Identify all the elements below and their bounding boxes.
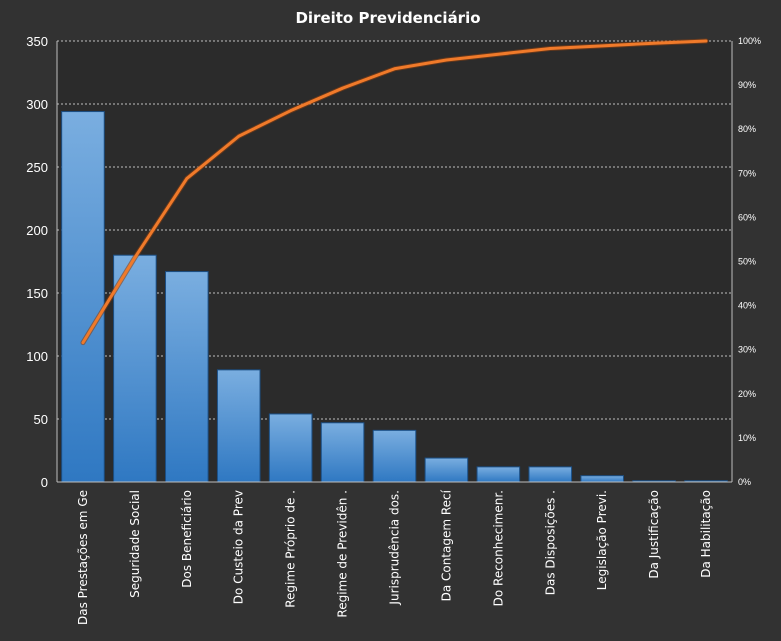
x-tick-label: Do Reconhecimenr. [491,490,505,606]
x-tick-label: Do Custeio da Prev [232,490,246,604]
x-tick-label: Seguridade Social [128,490,142,598]
x-tick-label: Da Justificação [647,490,661,579]
y2-tick-label: 80% [738,124,756,134]
y2-tick-label: 0% [738,477,751,487]
y2-tick-label: 70% [738,168,756,178]
y2-tick-label: 40% [738,301,756,311]
cumulative-percent-line [81,39,708,345]
bar [372,429,417,483]
y2-tick-label: 10% [738,433,756,443]
chart-title: Direito Previdenciário [295,9,480,27]
y-tick-label: 150 [26,286,48,301]
bar [216,369,261,483]
y2-tick-label: 30% [738,345,756,355]
x-tick-label: Jurisprudência dos. [388,490,402,606]
bars [61,111,728,483]
y2-tick-label: 90% [738,80,756,90]
y2-tick-label: 100% [738,36,761,46]
y-tick-label: 100 [26,349,48,364]
x-tick-label: Das Disposições . [543,490,557,595]
x-tick-label: Dos Beneficiário [180,490,194,588]
plot-area [57,41,732,482]
bar [476,466,521,483]
x-tick-label: Regime Próprio de . [284,490,298,608]
y2-tick-label: 60% [738,212,756,222]
x-tick-label: Das Prestações em Ge [76,490,90,625]
bar [61,111,105,483]
y-tick-label: 250 [26,160,48,175]
x-tick-label: Legislação Previ. [595,490,609,590]
y-tick-label: 200 [26,223,48,238]
x-tick-label: Regime de Previdên . [336,490,350,618]
bar [424,457,469,483]
y2-tick-label: 20% [738,389,756,399]
bar [165,271,209,483]
bar [113,254,157,483]
y-tick-label: 0 [41,475,48,490]
bar [528,466,573,483]
y-tick-label: 300 [26,97,48,112]
axes: 0 50 100 150 200 250 300 350 0% 10% 20% 30% 40% 50% 60… [26,34,761,625]
x-tick-label: Da Habilitação [699,490,713,578]
bar [268,413,313,483]
x-tick-label: Da Contagem Recí [439,489,453,601]
bar [320,422,365,483]
cumulative-line-layer [80,38,709,346]
y2-tick-label: 50% [738,257,756,267]
y-tick-label: 350 [26,34,48,49]
bar [580,475,624,483]
y-tick-label: 50 [34,412,48,427]
